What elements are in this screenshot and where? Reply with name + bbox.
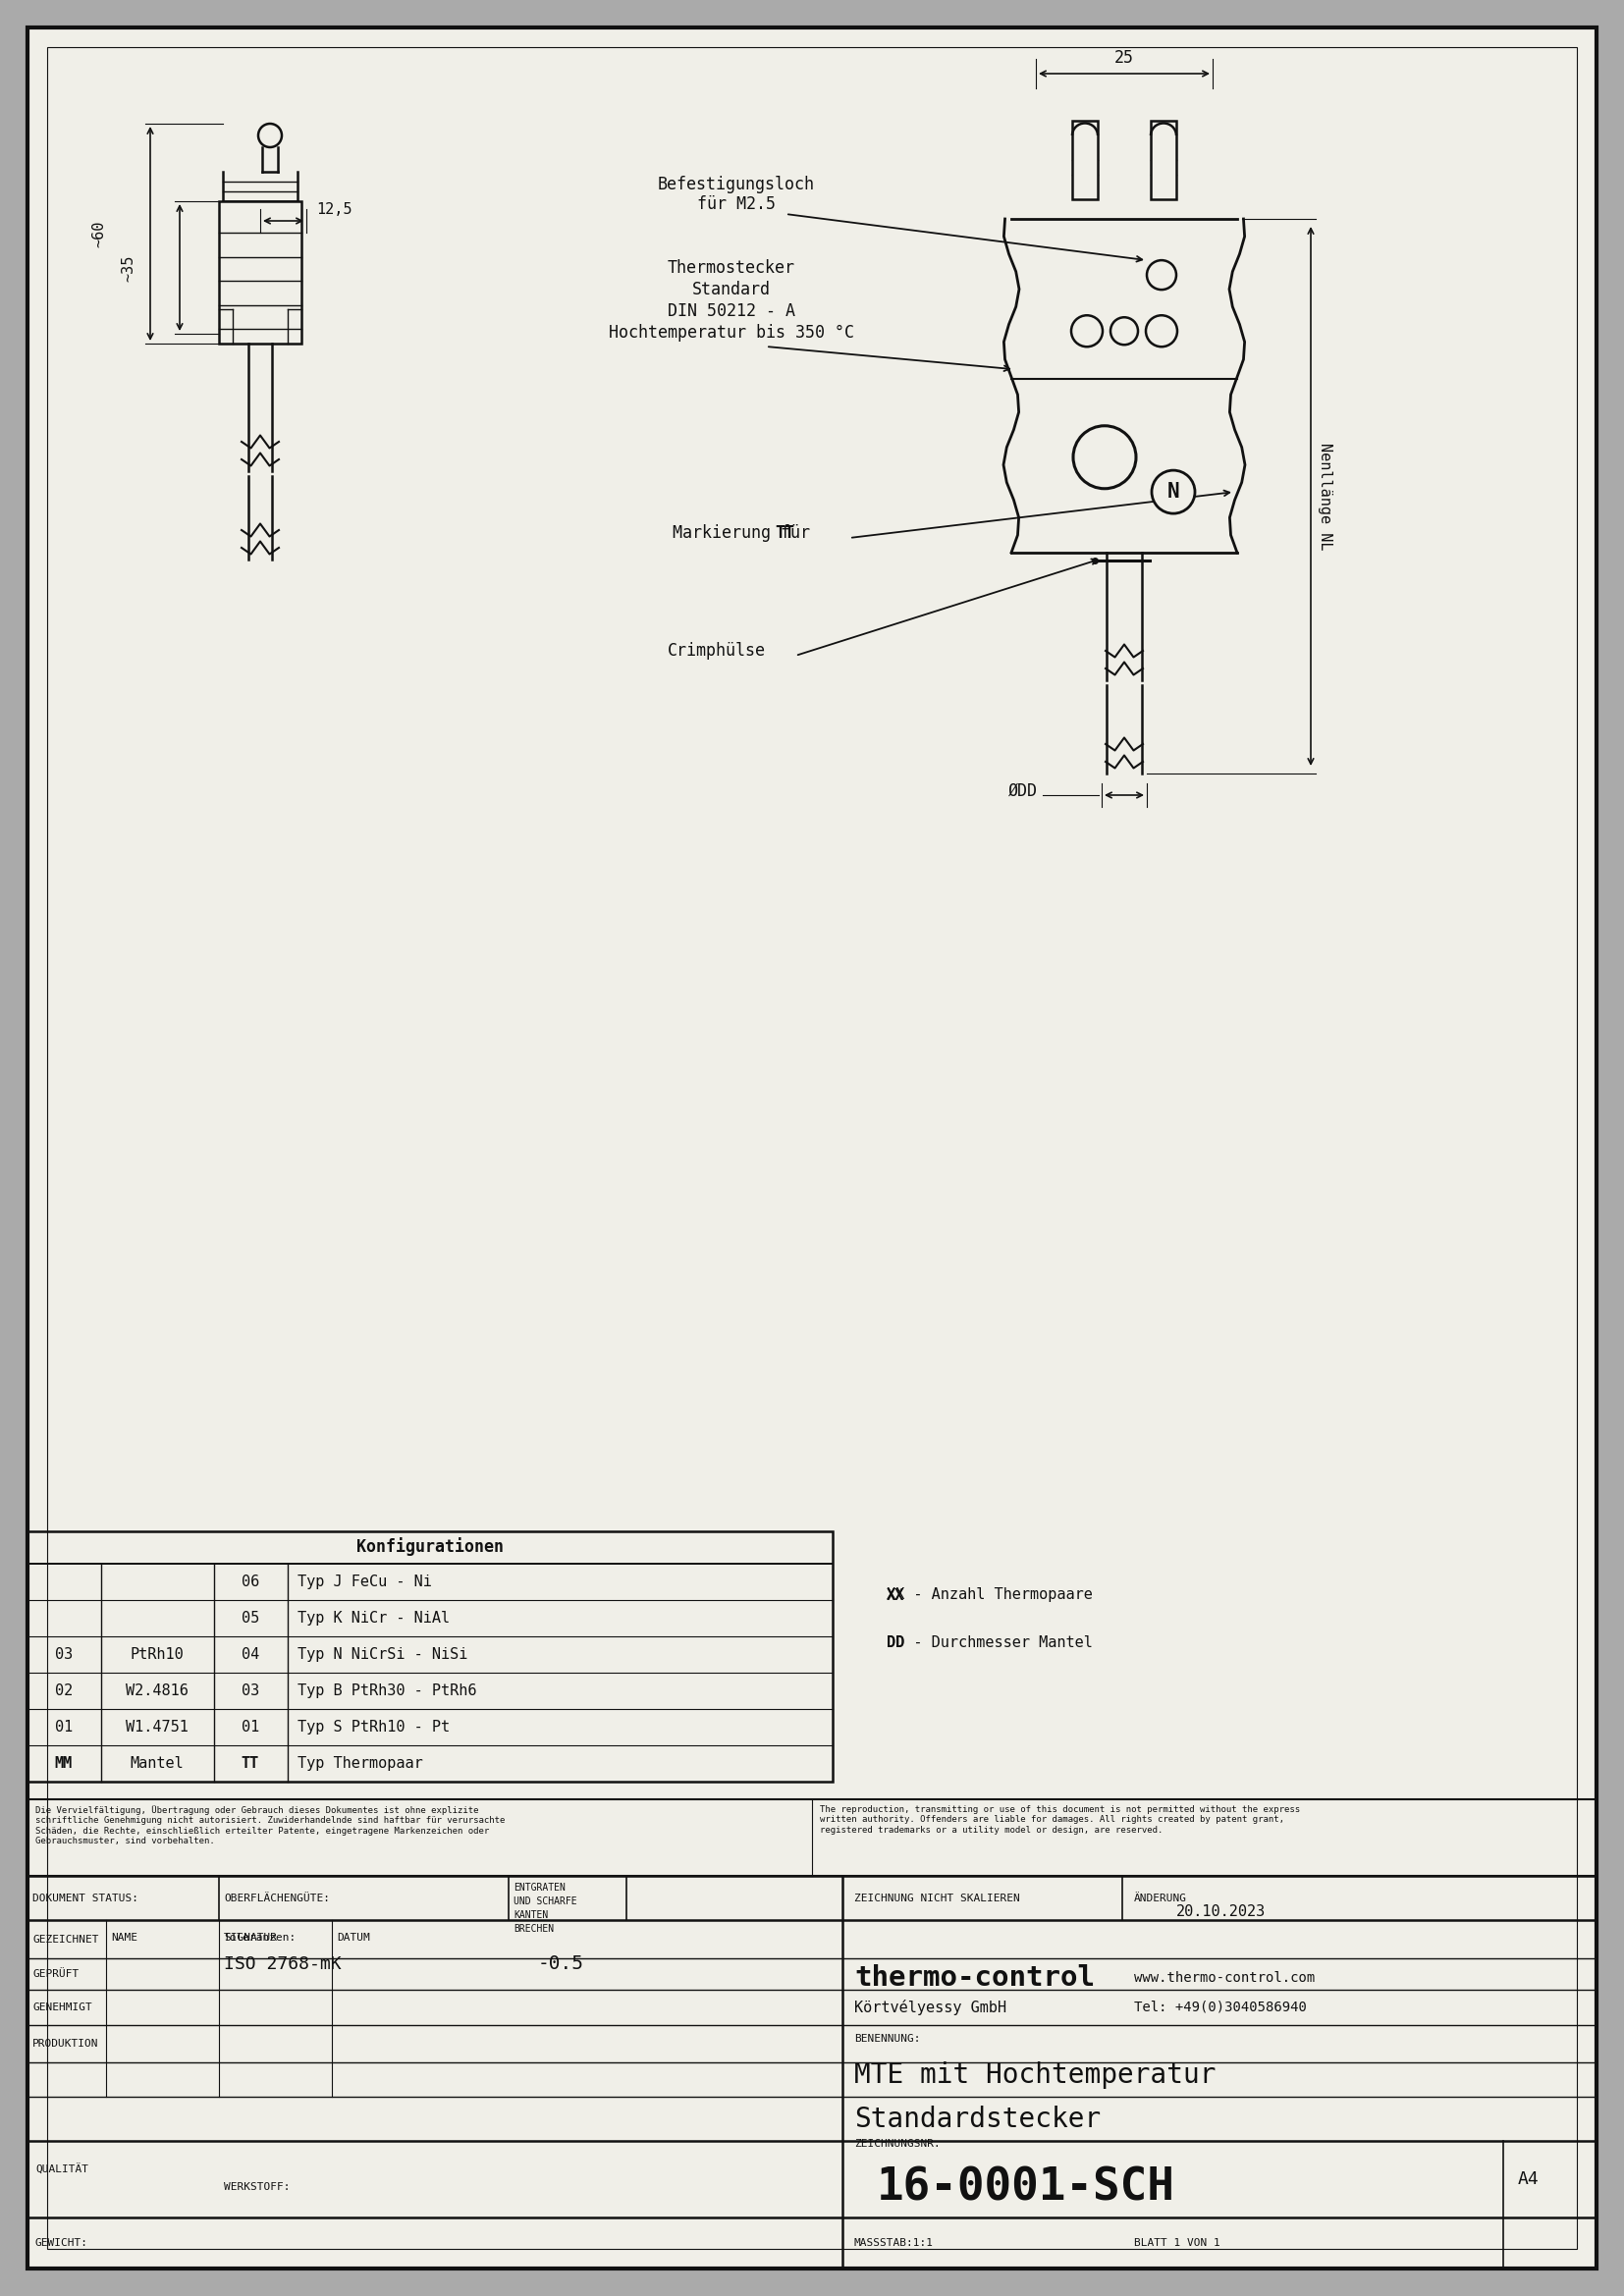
Text: NAME: NAME bbox=[110, 1933, 138, 1942]
Text: KANTEN: KANTEN bbox=[513, 1910, 549, 1919]
Text: Markierung für: Markierung für bbox=[672, 523, 820, 542]
Text: ØDD: ØDD bbox=[1009, 783, 1038, 799]
Text: ZEICHNUNG NICHT SKALIEREN: ZEICHNUNG NICHT SKALIEREN bbox=[854, 1894, 1020, 1903]
Text: Mantel: Mantel bbox=[130, 1756, 184, 1770]
Text: GEPRÜFT: GEPRÜFT bbox=[32, 1970, 80, 1979]
Circle shape bbox=[1073, 425, 1137, 489]
Text: GEZEICHNET: GEZEICHNET bbox=[32, 1936, 99, 1945]
Text: BLATT 1 VON 1: BLATT 1 VON 1 bbox=[1134, 2239, 1220, 2248]
Text: ZEICHNUNGSNR.: ZEICHNUNGSNR. bbox=[854, 2140, 940, 2149]
Circle shape bbox=[1111, 317, 1138, 344]
Text: XX: XX bbox=[887, 1589, 905, 1603]
Bar bbox=[1072, 122, 1098, 200]
Text: PRODUKTION: PRODUKTION bbox=[32, 2039, 99, 2048]
Text: PtRh10: PtRh10 bbox=[130, 1646, 184, 1662]
Text: Typ J FeCu - Ni: Typ J FeCu - Ni bbox=[297, 1575, 432, 1589]
Text: thermo-control: thermo-control bbox=[854, 1963, 1095, 1991]
Bar bbox=[1151, 122, 1176, 200]
Text: WERKSTOFF:: WERKSTOFF: bbox=[224, 2181, 291, 2193]
Text: DD - Durchmesser Mantel: DD - Durchmesser Mantel bbox=[887, 1635, 1093, 1649]
Text: SIGNATUR: SIGNATUR bbox=[224, 1933, 276, 1942]
Text: Standardstecker: Standardstecker bbox=[854, 2105, 1101, 2133]
Text: MM: MM bbox=[55, 1756, 73, 1770]
Text: Befestigungsloch: Befestigungsloch bbox=[658, 177, 815, 193]
Text: Toleranzen:: Toleranzen: bbox=[224, 1933, 297, 1942]
Text: Nenllänge NL: Nenllänge NL bbox=[1317, 443, 1332, 551]
Text: Die Vervielfältigung, Übertragung oder Gebrauch dieses Dokumentes ist ohne expli: Die Vervielfältigung, Übertragung oder G… bbox=[36, 1805, 505, 1846]
Text: Typ S PtRh10 - Pt: Typ S PtRh10 - Pt bbox=[297, 1720, 450, 1733]
Circle shape bbox=[1147, 259, 1176, 289]
Text: Tel: +49(0)3040586940: Tel: +49(0)3040586940 bbox=[1134, 2000, 1307, 2014]
Text: TT: TT bbox=[775, 523, 794, 542]
Text: 04: 04 bbox=[242, 1646, 260, 1662]
Text: ~60: ~60 bbox=[93, 220, 107, 248]
Circle shape bbox=[1147, 315, 1177, 347]
Text: 25: 25 bbox=[1114, 48, 1134, 67]
Text: ÄNDERUNG: ÄNDERUNG bbox=[1134, 1894, 1187, 1903]
Text: W2.4816: W2.4816 bbox=[125, 1683, 188, 1699]
Text: GENEHMIGT: GENEHMIGT bbox=[32, 2002, 93, 2011]
Text: 05: 05 bbox=[242, 1612, 260, 1626]
Text: TT: TT bbox=[242, 1756, 260, 1770]
Text: BRECHEN: BRECHEN bbox=[513, 1924, 554, 1933]
Text: Typ B PtRh30 - PtRh6: Typ B PtRh30 - PtRh6 bbox=[297, 1683, 477, 1699]
Text: www.thermo-control.com: www.thermo-control.com bbox=[1134, 1970, 1315, 1984]
Text: Crimphülse: Crimphülse bbox=[667, 643, 767, 659]
Text: OBERFLÄCHENGÜTE:: OBERFLÄCHENGÜTE: bbox=[224, 1894, 330, 1903]
Text: N: N bbox=[1168, 482, 1179, 503]
Text: A4: A4 bbox=[1518, 2170, 1540, 2188]
Circle shape bbox=[258, 124, 283, 147]
Text: DATUM: DATUM bbox=[336, 1933, 370, 1942]
Text: 06: 06 bbox=[242, 1575, 260, 1589]
Bar bbox=[219, 202, 302, 344]
Text: Typ N NiCrSi - NiSi: Typ N NiCrSi - NiSi bbox=[297, 1646, 468, 1662]
Text: Typ K NiCr - NiAl: Typ K NiCr - NiAl bbox=[297, 1612, 450, 1626]
Text: ISO 2768-mK: ISO 2768-mK bbox=[224, 1956, 341, 1972]
Text: GEWICHT:: GEWICHT: bbox=[36, 2239, 88, 2248]
Text: 01: 01 bbox=[55, 1720, 73, 1733]
Text: für M2.5: für M2.5 bbox=[697, 195, 776, 214]
Text: Körtvélyessy GmbH: Körtvélyessy GmbH bbox=[854, 2000, 1007, 2016]
Text: ~35: ~35 bbox=[122, 255, 136, 282]
Text: -0.5: -0.5 bbox=[538, 1954, 585, 1975]
Text: DD: DD bbox=[887, 1635, 905, 1649]
Text: MASSSTAB:1:1: MASSSTAB:1:1 bbox=[854, 2239, 934, 2248]
Text: Standard: Standard bbox=[692, 280, 771, 298]
Text: QUALITÄT: QUALITÄT bbox=[36, 2163, 88, 2174]
Text: XX - Anzahl Thermopaare: XX - Anzahl Thermopaare bbox=[887, 1589, 1093, 1603]
Text: Typ Thermopaar: Typ Thermopaar bbox=[297, 1756, 422, 1770]
Circle shape bbox=[1151, 471, 1195, 514]
Text: DOKUMENT STATUS:: DOKUMENT STATUS: bbox=[32, 1894, 138, 1903]
Text: UND SCHARFE: UND SCHARFE bbox=[513, 1896, 577, 1906]
Text: 02: 02 bbox=[55, 1683, 73, 1699]
Text: 03: 03 bbox=[55, 1646, 73, 1662]
Bar bbox=[28, 1800, 1596, 1876]
Text: DIN 50212 - A: DIN 50212 - A bbox=[667, 303, 796, 319]
Text: Thermostecker: Thermostecker bbox=[667, 259, 796, 278]
Text: Konfigurationen: Konfigurationen bbox=[356, 1538, 503, 1557]
Text: 01: 01 bbox=[242, 1720, 260, 1733]
Text: 20.10.2023: 20.10.2023 bbox=[1176, 1906, 1265, 1919]
Text: The reproduction, transmitting or use of this document is not permitted without : The reproduction, transmitting or use of… bbox=[820, 1805, 1301, 1835]
Text: MTE mit Hochtemperatur: MTE mit Hochtemperatur bbox=[854, 2062, 1216, 2089]
Text: W1.4751: W1.4751 bbox=[125, 1720, 188, 1733]
Bar bbox=[28, 1531, 833, 1782]
Text: 16-0001-SCH: 16-0001-SCH bbox=[877, 2165, 1176, 2211]
Circle shape bbox=[1072, 315, 1103, 347]
Text: ENTGRATEN: ENTGRATEN bbox=[513, 1883, 565, 1892]
Text: Hochtemperatur bis 350 °C: Hochtemperatur bis 350 °C bbox=[609, 324, 854, 342]
Text: 12,5: 12,5 bbox=[317, 202, 352, 216]
Text: BENENNUNG:: BENENNUNG: bbox=[854, 2034, 921, 2043]
Text: 03: 03 bbox=[242, 1683, 260, 1699]
